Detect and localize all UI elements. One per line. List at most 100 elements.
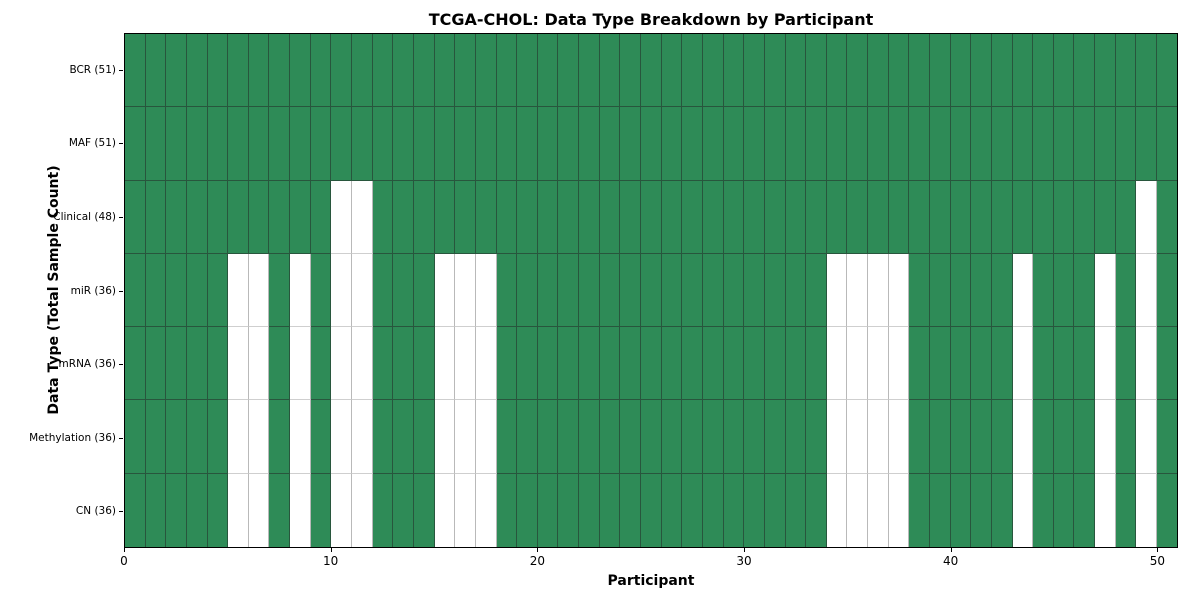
ytick-label-miR: miR (36) — [70, 284, 116, 297]
cell-CN-43 — [1012, 473, 1034, 547]
cell-mRNA-27 — [682, 327, 703, 401]
cell-miR-18 — [496, 253, 518, 328]
cell-miR-46 — [1074, 253, 1096, 328]
cell-Methylation-39 — [929, 400, 951, 474]
cell-Clinical-26 — [661, 180, 683, 254]
cell-BCR-1 — [145, 34, 167, 108]
cell-Methylation-0 — [125, 400, 146, 474]
cell-Methylation-47 — [1095, 400, 1116, 474]
cell-Clinical-0 — [125, 180, 146, 254]
cell-Clinical-13 — [393, 180, 414, 254]
x-axis-label: Participant — [607, 573, 695, 589]
cell-BCR-31 — [764, 34, 786, 108]
cell-BCR-20 — [537, 34, 559, 108]
cell-Clinical-48 — [1115, 180, 1137, 254]
cell-Clinical-37 — [888, 180, 910, 254]
cell-Methylation-46 — [1074, 400, 1096, 474]
cell-Methylation-29 — [723, 400, 745, 474]
cell-Methylation-25 — [641, 400, 662, 474]
ytick-label-BCR: BCR (51) — [69, 63, 116, 76]
cell-MAF-7 — [269, 107, 291, 181]
cell-miR-31 — [764, 253, 786, 328]
cell-miR-45 — [1053, 253, 1075, 328]
cell-CN-20 — [537, 473, 559, 547]
cell-mRNA-20 — [537, 327, 559, 401]
cell-Clinical-39 — [929, 180, 951, 254]
cell-BCR-11 — [352, 34, 373, 108]
cell-Clinical-19 — [517, 180, 538, 254]
cell-MAF-30 — [744, 107, 765, 181]
cell-MAF-1 — [145, 107, 167, 181]
cell-MAF-28 — [702, 107, 724, 181]
cell-mRNA-36 — [868, 327, 889, 401]
cell-Clinical-14 — [413, 180, 435, 254]
xtick-label-10: 10 — [323, 554, 339, 568]
cell-mRNA-15 — [434, 327, 456, 401]
cell-Methylation-1 — [145, 400, 167, 474]
cell-MAF-43 — [1012, 107, 1034, 181]
xtick-mark — [124, 548, 125, 552]
cell-mRNA-39 — [929, 327, 951, 401]
cell-mRNA-0 — [125, 327, 146, 401]
cell-MAF-31 — [764, 107, 786, 181]
cell-Methylation-15 — [434, 400, 456, 474]
cell-Clinical-16 — [455, 180, 476, 254]
cell-Clinical-24 — [620, 180, 642, 254]
cell-Methylation-7 — [269, 400, 291, 474]
cell-mRNA-49 — [1136, 327, 1158, 401]
cell-Clinical-38 — [909, 180, 930, 254]
cell-Methylation-21 — [558, 400, 580, 474]
cell-BCR-2 — [166, 34, 187, 108]
ytick-label-mRNA: mRNA (36) — [58, 358, 116, 371]
cell-BCR-40 — [950, 34, 972, 108]
cell-BCR-35 — [847, 34, 869, 108]
cell-miR-40 — [950, 253, 972, 328]
cell-CN-0 — [125, 473, 146, 547]
cell-CN-5 — [228, 473, 249, 547]
cell-BCR-48 — [1115, 34, 1137, 108]
cell-Methylation-32 — [785, 400, 807, 474]
cell-Clinical-31 — [764, 180, 786, 254]
cell-BCR-45 — [1053, 34, 1075, 108]
cell-miR-0 — [125, 253, 146, 328]
cell-MAF-23 — [599, 107, 621, 181]
cell-miR-22 — [579, 253, 600, 328]
cell-Clinical-17 — [475, 180, 497, 254]
cell-Methylation-20 — [537, 400, 559, 474]
cell-Clinical-41 — [971, 180, 992, 254]
cell-CN-1 — [145, 473, 167, 547]
cell-Methylation-8 — [290, 400, 311, 474]
cell-CN-11 — [352, 473, 373, 547]
cell-BCR-13 — [393, 34, 414, 108]
cell-Methylation-18 — [496, 400, 518, 474]
cell-CN-40 — [950, 473, 972, 547]
cell-BCR-25 — [641, 34, 662, 108]
cell-mRNA-28 — [702, 327, 724, 401]
cell-MAF-36 — [868, 107, 889, 181]
cell-Clinical-34 — [826, 180, 848, 254]
cell-mRNA-24 — [620, 327, 642, 401]
xtick-mark — [330, 548, 332, 552]
cell-mRNA-45 — [1053, 327, 1075, 401]
cell-MAF-3 — [186, 107, 208, 181]
cell-BCR-39 — [929, 34, 951, 108]
xtick-mark — [1157, 548, 1159, 552]
cell-Methylation-35 — [847, 400, 869, 474]
cell-miR-10 — [331, 253, 353, 328]
cell-mRNA-16 — [455, 327, 476, 401]
cell-miR-1 — [145, 253, 167, 328]
cell-BCR-43 — [1012, 34, 1034, 108]
cell-MAF-20 — [537, 107, 559, 181]
cell-miR-13 — [393, 253, 414, 328]
cell-mRNA-42 — [991, 327, 1013, 401]
cell-CN-48 — [1115, 473, 1137, 547]
cell-Methylation-44 — [1033, 400, 1054, 474]
cell-BCR-42 — [991, 34, 1013, 108]
cell-mRNA-35 — [847, 327, 869, 401]
cell-Methylation-31 — [764, 400, 786, 474]
cell-Methylation-30 — [744, 400, 765, 474]
ytick-mark — [119, 143, 123, 145]
ytick-mark — [119, 364, 123, 366]
cell-CN-10 — [331, 473, 353, 547]
cell-Clinical-42 — [991, 180, 1013, 254]
